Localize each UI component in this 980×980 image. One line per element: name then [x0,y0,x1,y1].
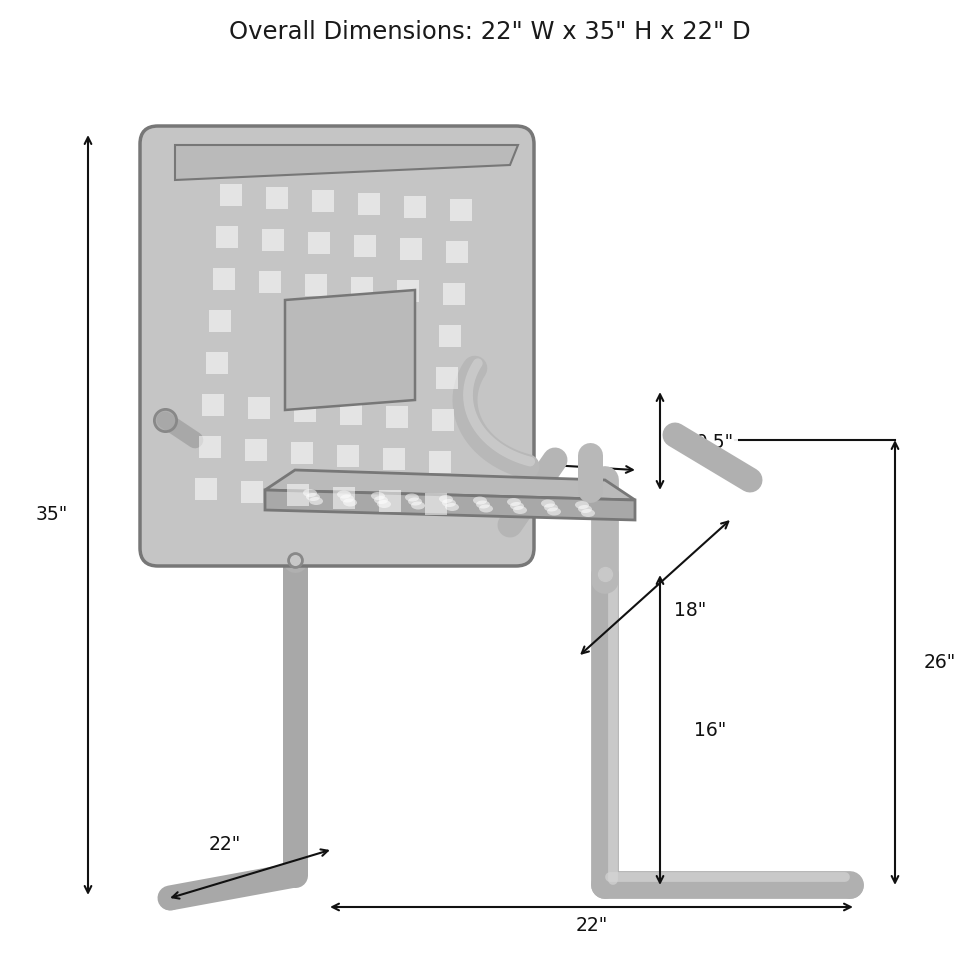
Ellipse shape [473,497,487,505]
Ellipse shape [445,503,459,511]
Bar [202,394,224,416]
Bar [397,280,418,302]
Bar [432,409,454,431]
Ellipse shape [411,502,425,510]
Bar [209,310,231,332]
Ellipse shape [578,505,592,513]
Text: 22": 22" [209,835,241,854]
Bar [379,490,401,512]
Bar [244,439,267,461]
Bar [382,448,405,470]
Bar [340,403,362,425]
Bar [354,235,376,257]
Ellipse shape [541,500,555,508]
Bar [248,397,270,419]
Ellipse shape [547,508,561,515]
Bar [336,445,359,467]
Ellipse shape [340,495,354,503]
Bar [428,451,451,473]
Text: 20": 20" [449,493,481,512]
Ellipse shape [513,506,527,514]
Text: 19.75": 19.75" [144,332,206,352]
Bar [206,352,227,374]
Ellipse shape [507,498,521,506]
Text: 9.5": 9.5" [696,432,734,452]
Bar [443,283,465,305]
Ellipse shape [575,501,589,509]
Bar [425,493,447,515]
Ellipse shape [442,499,456,507]
Ellipse shape [371,492,385,500]
Ellipse shape [306,493,320,501]
Bar [450,199,471,221]
Bar [216,226,238,248]
Polygon shape [265,470,635,500]
Text: 35": 35" [36,506,69,524]
Ellipse shape [377,500,391,508]
Bar [439,325,461,347]
Ellipse shape [581,509,595,517]
Bar [259,271,280,293]
Text: 22": 22" [576,915,609,935]
Bar [287,484,309,506]
Ellipse shape [405,494,419,502]
Ellipse shape [544,504,558,512]
Bar [400,238,422,260]
Ellipse shape [374,496,388,504]
Polygon shape [155,530,500,565]
Ellipse shape [309,497,323,505]
Bar [351,277,372,299]
Bar [333,487,355,509]
Bar [446,241,468,263]
Bar [213,268,234,290]
Text: 18": 18" [494,470,526,489]
Polygon shape [265,490,635,520]
Bar [435,367,458,389]
Bar [220,184,241,206]
Bar [312,190,333,212]
Bar [199,436,221,458]
Polygon shape [285,290,415,410]
Bar [241,481,263,503]
Text: 18": 18" [674,601,707,619]
Ellipse shape [408,498,422,506]
Text: 19.5": 19.5" [338,151,388,170]
Polygon shape [155,140,175,550]
Polygon shape [160,140,520,550]
Ellipse shape [476,501,490,509]
Bar [266,187,287,209]
FancyBboxPatch shape [140,126,534,566]
Polygon shape [175,145,518,180]
Ellipse shape [479,505,493,513]
Bar [386,406,408,428]
Text: Overall Dimensions: 22" W x 35" H x 22" D: Overall Dimensions: 22" W x 35" H x 22" … [229,20,751,44]
Bar [195,478,217,500]
Bar [358,193,379,215]
Text: 26": 26" [924,653,956,671]
Bar [305,274,326,296]
Ellipse shape [303,489,317,497]
Ellipse shape [439,495,453,503]
Bar [404,196,425,218]
Bar [290,442,313,464]
Ellipse shape [337,491,351,499]
Bar [308,232,330,254]
Bar [262,229,284,251]
Ellipse shape [510,502,524,510]
Ellipse shape [343,499,357,507]
Text: 16": 16" [694,720,726,740]
Bar [294,400,316,422]
